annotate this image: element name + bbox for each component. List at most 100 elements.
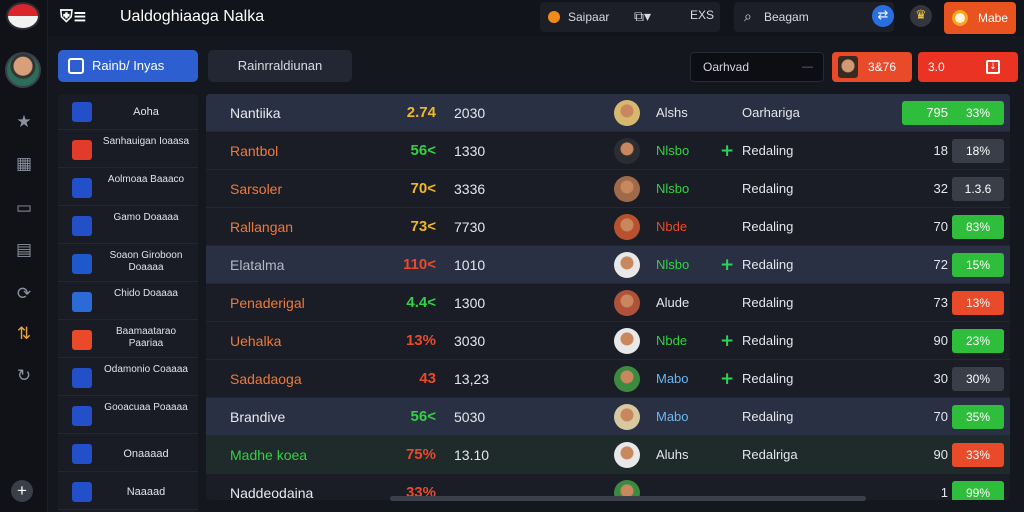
add-player-icon[interactable]: + <box>720 255 735 275</box>
table-row[interactable]: Sarsoler 70< 3336 Nlsbo Redaling 32 1.3.6 <box>206 170 1010 208</box>
player-status: Oarhariga <box>742 105 800 120</box>
player-value: 1330 <box>454 143 486 159</box>
player-status: Redaling <box>742 257 794 272</box>
team-list-item[interactable]: Soaon Giroboon Doaaaa <box>58 246 198 282</box>
share-icon[interactable]: ⇄ <box>872 5 894 27</box>
player-score: 32 <box>933 181 948 196</box>
tab-inactive[interactable]: Rainrraldiunan <box>208 50 352 82</box>
percent-chip[interactable]: 15% <box>952 253 1004 277</box>
team-list-item[interactable]: Aoha <box>58 94 198 130</box>
percent-chip[interactable]: 83% <box>952 215 1004 239</box>
team-badge-icon <box>72 406 92 426</box>
table-row[interactable]: Nantiika 2.74 2030 Alshs Oarhariga 795 33% <box>206 94 1010 132</box>
team-badge-icon <box>72 178 92 198</box>
table-row[interactable]: Madhe koea 75% 13.10 Aluhs Redalriga 90 33% <box>206 436 1010 474</box>
percent-chip[interactable]: 99% <box>952 481 1004 500</box>
team-list-item[interactable]: Gamo Doaaaa <box>58 208 198 244</box>
percent-chip[interactable]: 1.3.6 <box>952 177 1004 201</box>
player-value: 1010 <box>454 257 486 273</box>
percent-chip[interactable]: 23% <box>952 329 1004 353</box>
player-status: Redaling <box>742 371 794 386</box>
add-player-icon[interactable]: + <box>720 331 735 351</box>
link-icon[interactable]: ↻ <box>16 366 32 386</box>
search-label: Beagam <box>764 10 809 24</box>
tab-active-label: Rainb/ Inyas <box>92 58 165 73</box>
player-name: Rallangan <box>230 219 294 235</box>
player-score: 72 <box>933 257 948 272</box>
club-code: Alshs <box>656 105 688 120</box>
refresh-icon[interactable]: ⟳ <box>16 284 32 304</box>
player-face-icon <box>614 176 640 202</box>
player-face-icon <box>614 442 640 468</box>
camera-icon[interactable]: ⧉▾ <box>634 9 652 25</box>
player-rating: 13% <box>405 332 436 349</box>
token-icon <box>952 10 968 26</box>
team-name: Chido Doaaaa <box>114 288 178 299</box>
team-list-item[interactable]: Onaaaad <box>58 436 198 472</box>
player-face-icon <box>614 404 640 430</box>
horizontal-scrollbar[interactable] <box>390 496 866 501</box>
grid-icon[interactable]: ▦ <box>15 154 33 174</box>
club-code: Nlsbo <box>656 143 690 158</box>
club-code: Aluhs <box>656 447 689 462</box>
sort-label: Oarhvad <box>703 60 750 74</box>
sort-select[interactable]: Oarhvad — <box>690 52 824 82</box>
percent-chip[interactable]: 35% <box>952 405 1004 429</box>
currency-label: Saipaar <box>568 10 610 24</box>
player-face-icon <box>614 480 640 500</box>
percent-chip[interactable]: 33% <box>902 101 1004 125</box>
table-row[interactable]: Rallangan 73< 7730 Nbde Redaling 70 83% <box>206 208 1010 246</box>
percent-chip[interactable]: 33% <box>952 443 1004 467</box>
table-row[interactable]: Elatalma 110< 1010 Nlsbo + Redaling 72 15% <box>206 246 1010 284</box>
window-icon[interactable]: ▭ <box>15 198 33 218</box>
player-score: 795 <box>926 105 948 120</box>
player-face-icon <box>614 328 640 354</box>
toggle-label[interactable]: EXS <box>690 8 715 22</box>
table-row[interactable]: Penaderigal 4.4< 1300 Alude Redaling 73 13% <box>206 284 1010 322</box>
player-rating: 70< <box>410 180 436 197</box>
cta-button[interactable]: Mabe <box>944 2 1016 34</box>
add-player-icon[interactable]: + <box>720 141 735 161</box>
team-list-item[interactable]: Gooacuaa Poaaaa <box>58 398 198 434</box>
player-score: 70 <box>933 219 948 234</box>
player-rating: 110< <box>403 256 436 273</box>
player-score: 90 <box>933 333 948 348</box>
team-name: Soaon Giroboon Doaaaa <box>109 250 183 273</box>
table-row[interactable]: Naddeodaina 33% 1 99% <box>206 474 1010 500</box>
player-status: Redalriga <box>742 447 798 462</box>
team-list-item[interactable]: Naaaad <box>58 474 198 510</box>
chart-icon[interactable]: ▤ <box>15 240 33 260</box>
player-value: 13,23 <box>454 371 490 387</box>
team-list-item[interactable]: Sanhauigan Ioaasa <box>58 132 198 168</box>
value-button[interactable]: 3.0 ↓ <box>918 52 1018 82</box>
percent-chip[interactable]: 13% <box>952 291 1004 315</box>
currency-pill[interactable]: Saipaar ⧉▾ <box>540 2 720 32</box>
table-row[interactable]: Brandive 56< 5030 Mabo Redaling 70 35% <box>206 398 1010 436</box>
team-badge-icon <box>72 368 92 388</box>
add-player-icon[interactable]: + <box>720 369 735 389</box>
add-icon[interactable]: + <box>11 480 33 502</box>
table-row[interactable]: Uehalka 13% 3030 Nbde + Redaling 90 23% <box>206 322 1010 360</box>
brand-icon: ⛨≡ <box>60 7 87 27</box>
table-row[interactable]: Rantbol 56< 1330 Nlsbo + Redaling 18 18% <box>206 132 1010 170</box>
tab-active[interactable]: Rainb/ Inyas <box>58 50 198 82</box>
player-score: 73 <box>933 295 948 310</box>
star-icon[interactable]: ★ <box>16 112 32 132</box>
transfer-icon[interactable]: ⇅ <box>16 324 32 344</box>
trophy-icon[interactable]: ♛ <box>910 5 932 27</box>
percent-chip[interactable]: 30% <box>952 367 1004 391</box>
team-list-item[interactable]: Baamaatarao Paariaa <box>58 322 198 358</box>
player-status: Redaling <box>742 409 794 424</box>
player-status: Redaling <box>742 295 794 310</box>
team-list-item[interactable]: Aolmoaa Baaaco <box>58 170 198 206</box>
team-badge-icon <box>72 254 92 274</box>
search-pill[interactable]: ⌕ Beagam <box>734 2 894 32</box>
team-list-item[interactable]: Odamonio Coaaaa <box>58 360 198 396</box>
team-list-item[interactable]: Chido Doaaaa <box>58 284 198 320</box>
user-avatar[interactable] <box>5 52 41 88</box>
stat-button[interactable]: 3&76 <box>832 52 912 82</box>
team-name: Gooacuaa Poaaaa <box>104 402 188 413</box>
percent-chip[interactable]: 18% <box>952 139 1004 163</box>
app-logo[interactable] <box>6 2 40 30</box>
table-row[interactable]: Sadadaoga 43 13,23 Mabo + Redaling 30 30% <box>206 360 1010 398</box>
